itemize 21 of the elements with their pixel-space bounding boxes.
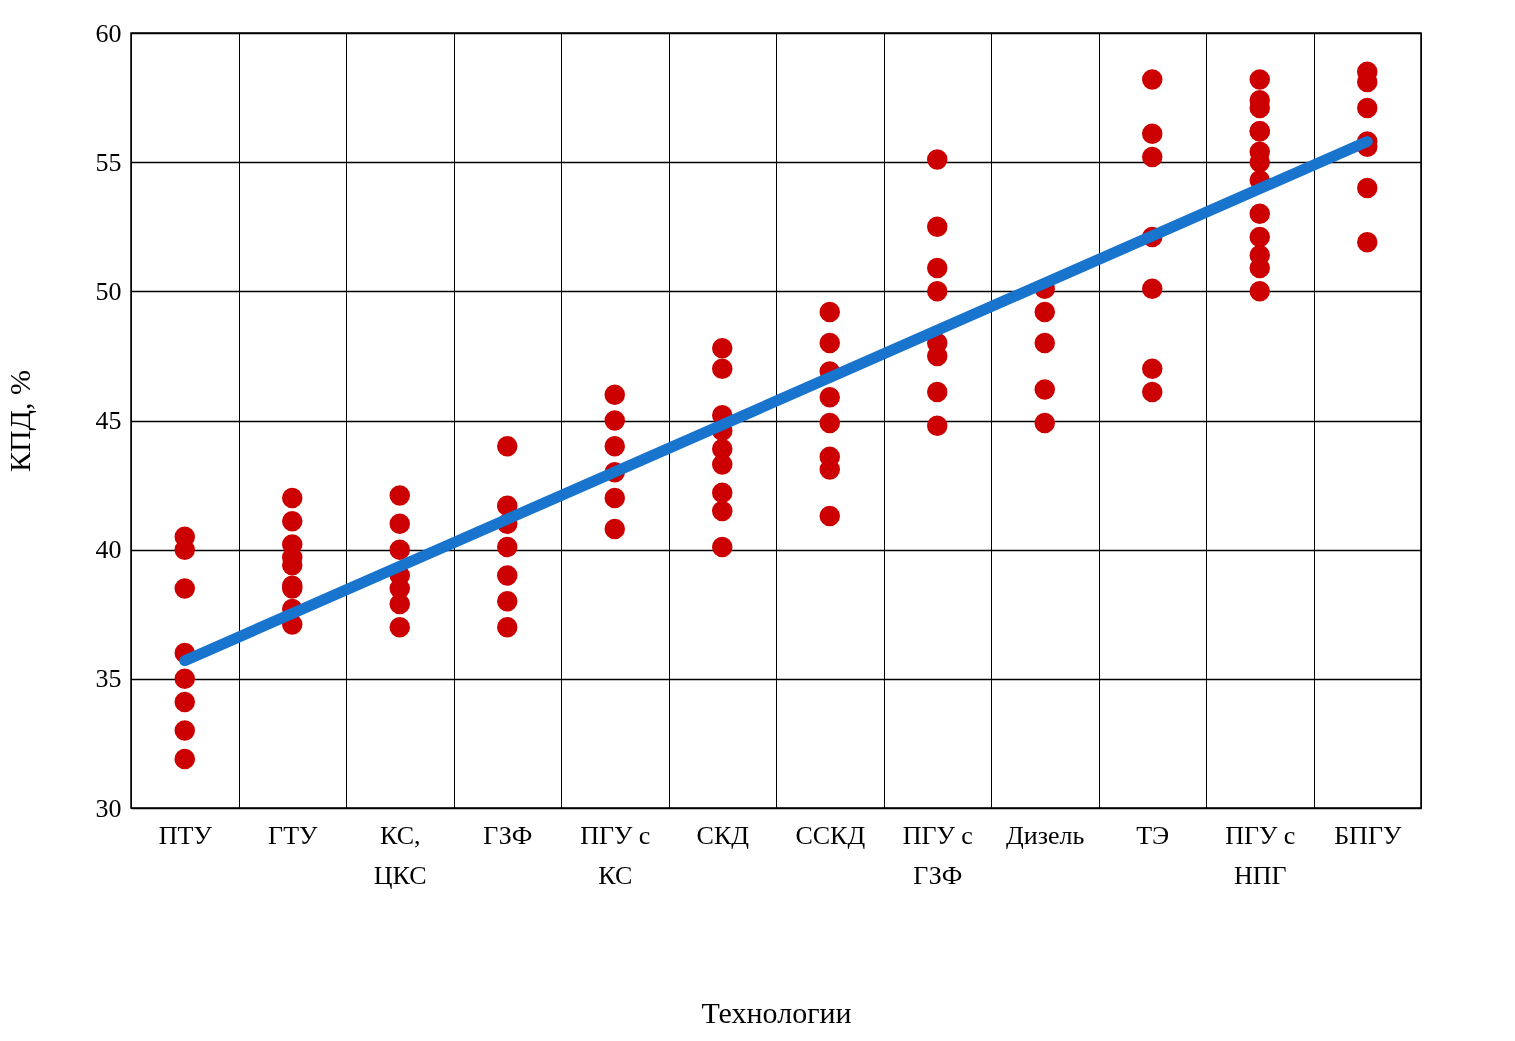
- y-tick-label: 40: [95, 535, 122, 565]
- x-tick-label: КС, ЦКС: [373, 820, 427, 890]
- y-tick-label: 35: [95, 664, 122, 694]
- x-tick-label: ТЭ: [1136, 820, 1170, 850]
- x-tick-label: ПГУ с ГЗФ: [902, 820, 973, 890]
- y-tick-label: 45: [95, 406, 122, 435]
- y-tick-label: 55: [95, 147, 122, 177]
- y-tick-label: 60: [95, 18, 122, 48]
- x-tick-label: ПТУ: [158, 820, 213, 850]
- y-tick-label: 30: [95, 793, 122, 823]
- x-tick-label: ПГУ с НПГ: [1225, 820, 1296, 890]
- x-tick-label: БПГУ: [1334, 820, 1402, 850]
- x-tick-label: ПГУ с КС: [580, 820, 651, 890]
- x-tick-label: СКД: [696, 820, 750, 850]
- y-axis-title: КПД, %: [2, 369, 36, 473]
- x-tick-label: ГЗФ: [483, 820, 533, 850]
- x-tick-label: ГТУ: [268, 820, 318, 850]
- x-axis-title: Технологии: [701, 995, 852, 1029]
- x-tick-label: Дизель: [1006, 820, 1085, 850]
- x-tick-label: ССКД: [795, 820, 866, 850]
- y-tick-label: 50: [95, 276, 122, 306]
